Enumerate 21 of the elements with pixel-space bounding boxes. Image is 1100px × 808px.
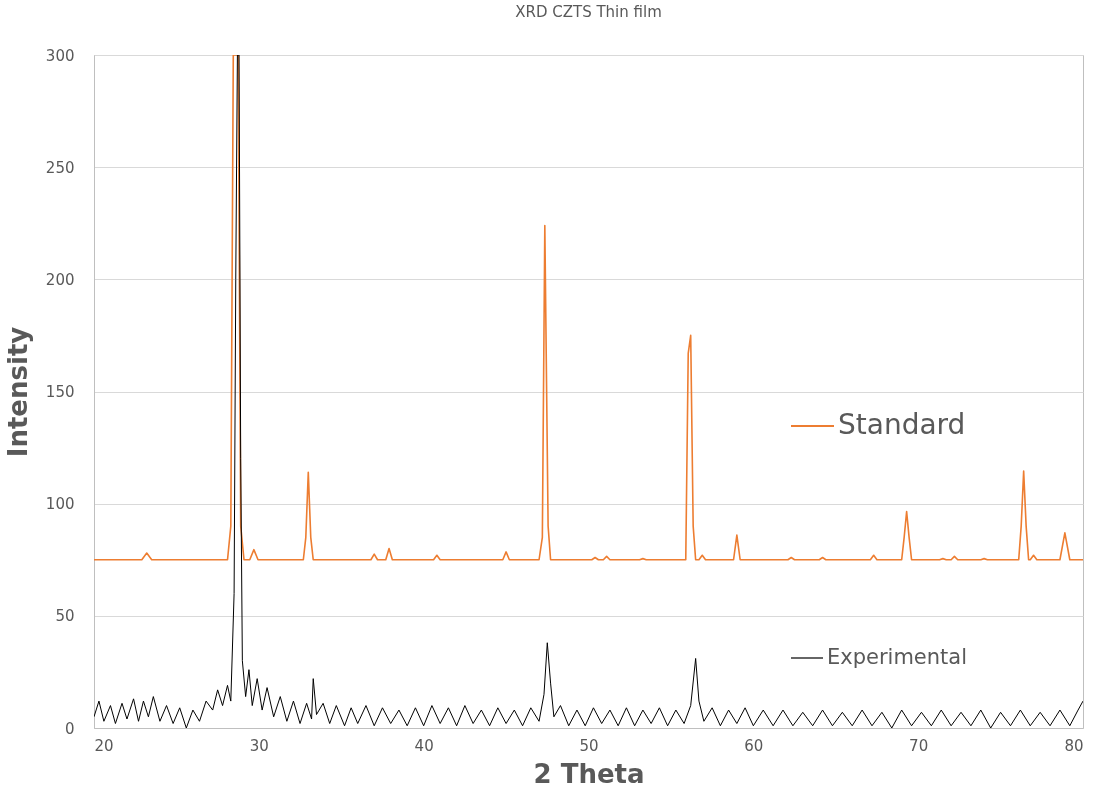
legend-label: Experimental	[827, 645, 968, 669]
x-tick-label: 20	[94, 736, 114, 755]
y-tick-label: 50	[55, 607, 75, 626]
y-tick-label: 100	[45, 495, 75, 514]
x-tick-label: 50	[579, 736, 599, 755]
y-tick-label: 200	[45, 270, 75, 289]
y-tick-label: 300	[45, 46, 75, 65]
x-tick-label: 40	[414, 736, 434, 755]
chart-title: XRD CZTS Thin film	[515, 3, 662, 21]
y-tick-label: 0	[64, 719, 75, 738]
line-series	[94, 55, 1083, 561]
line-series	[94, 55, 1083, 728]
legend-label: Standard	[838, 408, 966, 441]
x-tick-label: 70	[909, 736, 929, 755]
y-axis-title: Intensity	[2, 326, 33, 458]
x-tick-label: 60	[744, 736, 764, 755]
x-tick-label: 80	[1064, 736, 1084, 755]
x-tick-label: 30	[249, 736, 269, 755]
x-axis-title: 2 Theta	[533, 758, 645, 789]
y-tick-label: 150	[45, 383, 75, 401]
y-tick-label: 250	[45, 158, 75, 177]
